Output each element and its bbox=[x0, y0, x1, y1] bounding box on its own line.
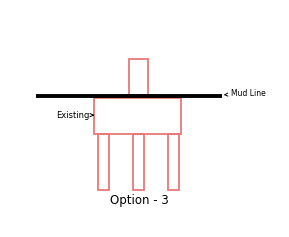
Text: Mud Line: Mud Line bbox=[225, 89, 266, 98]
Bar bbox=[168, 134, 179, 190]
Bar bbox=[133, 134, 144, 190]
Text: Option - 3: Option - 3 bbox=[110, 194, 168, 207]
Text: Existing: Existing bbox=[56, 111, 93, 120]
Bar bbox=[98, 134, 109, 190]
Bar bbox=[94, 98, 181, 134]
Bar bbox=[129, 59, 148, 95]
